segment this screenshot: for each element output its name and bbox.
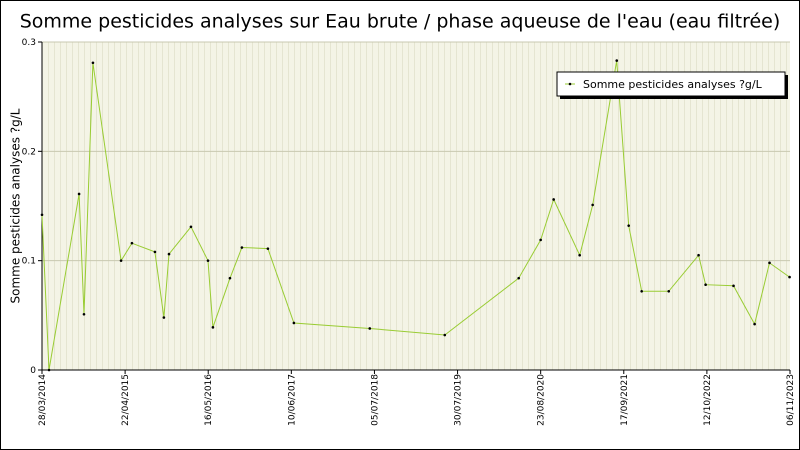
x-tick-label: 16/05/2016 [204,374,214,426]
x-tick-label: 05/07/2018 [370,374,380,426]
x-tick-label: 10/06/2017 [287,374,297,426]
data-point [732,284,735,288]
data-point [292,321,296,325]
x-tick-label: 17/09/2021 [620,374,630,426]
y-tick-label: 0.3 [22,38,36,48]
x-tick-label: 30/07/2019 [454,374,464,426]
data-point [667,289,671,293]
x-tick-label: 23/08/2020 [537,374,547,426]
data-point [266,247,270,250]
legend-marker [568,82,572,86]
data-point [119,259,123,262]
data-point [368,327,372,330]
data-point [211,326,215,329]
data-point [788,275,791,279]
data-point [206,259,210,262]
series-line [41,60,790,371]
y-tick-label: 0.2 [22,147,36,157]
data-point [443,333,447,337]
data-point [167,252,171,256]
data-point [640,289,643,293]
data-point [153,250,157,254]
data-point [697,253,700,257]
data-point [228,276,232,280]
data-point [552,198,555,201]
data-point [240,246,244,249]
x-tick-label: 22/04/2015 [121,374,131,426]
data-point [768,261,771,265]
data-point [615,59,619,62]
data-point [189,225,193,229]
data-point [753,322,756,326]
y-tick-label: 0 [30,366,36,376]
data-point [517,276,521,280]
data-point [82,312,86,316]
data-point [591,203,594,207]
data-point [162,316,166,319]
data-point [578,253,581,257]
chart-title: Somme pesticides analyses sur Eau brute … [20,11,781,33]
x-tick-label: 28/03/2014 [38,374,48,426]
legend-label: Somme pesticides analyses ?g/L [583,78,763,91]
data-point [627,224,630,227]
data-point [91,61,95,65]
y-axis-label: Somme pesticides analyses ?g/L [9,108,23,303]
data-point [704,283,707,287]
x-tick-label: 12/10/2022 [703,374,713,426]
data-point [130,241,134,245]
data-point [40,213,44,217]
data-point [77,192,81,196]
legend-box [556,71,786,97]
x-tick-label: 06/11/2023 [786,374,796,426]
data-point [539,238,542,242]
y-tick-label: 0.1 [22,257,36,267]
data-point [47,368,51,372]
